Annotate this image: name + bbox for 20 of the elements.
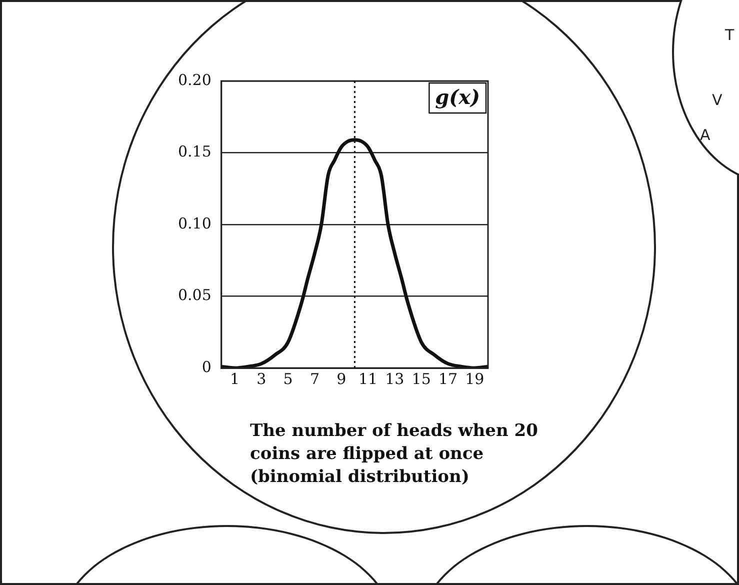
y-tick-label: 0.20 <box>178 70 212 89</box>
x-tick-label: 5 <box>283 370 293 388</box>
x-tick-label: 17 <box>438 370 458 388</box>
text: A <box>700 126 710 144</box>
x-tick-label: 15 <box>412 370 431 388</box>
x-tick-label: 3 <box>256 370 266 388</box>
text: T <box>725 26 734 44</box>
y-tick-label: 0 <box>202 358 212 376</box>
x-tick-label: 1 <box>230 370 240 388</box>
y-tick-label: 0.05 <box>178 286 212 304</box>
text: V <box>712 91 722 109</box>
x-tick-label: 7 <box>310 370 320 388</box>
x-tick-label: 13 <box>385 370 404 388</box>
y-tick-label: 0.15 <box>178 142 212 161</box>
x-tick-label: 19 <box>465 370 484 388</box>
x-tick-label: 11 <box>358 370 378 388</box>
text: The number of heads when 20 coins are flipped at once (binomial distribution) <box>250 420 539 489</box>
x-tick-label: 9 <box>336 370 346 388</box>
text: g(x) <box>435 85 480 110</box>
y-tick-label: 0.10 <box>178 214 212 232</box>
